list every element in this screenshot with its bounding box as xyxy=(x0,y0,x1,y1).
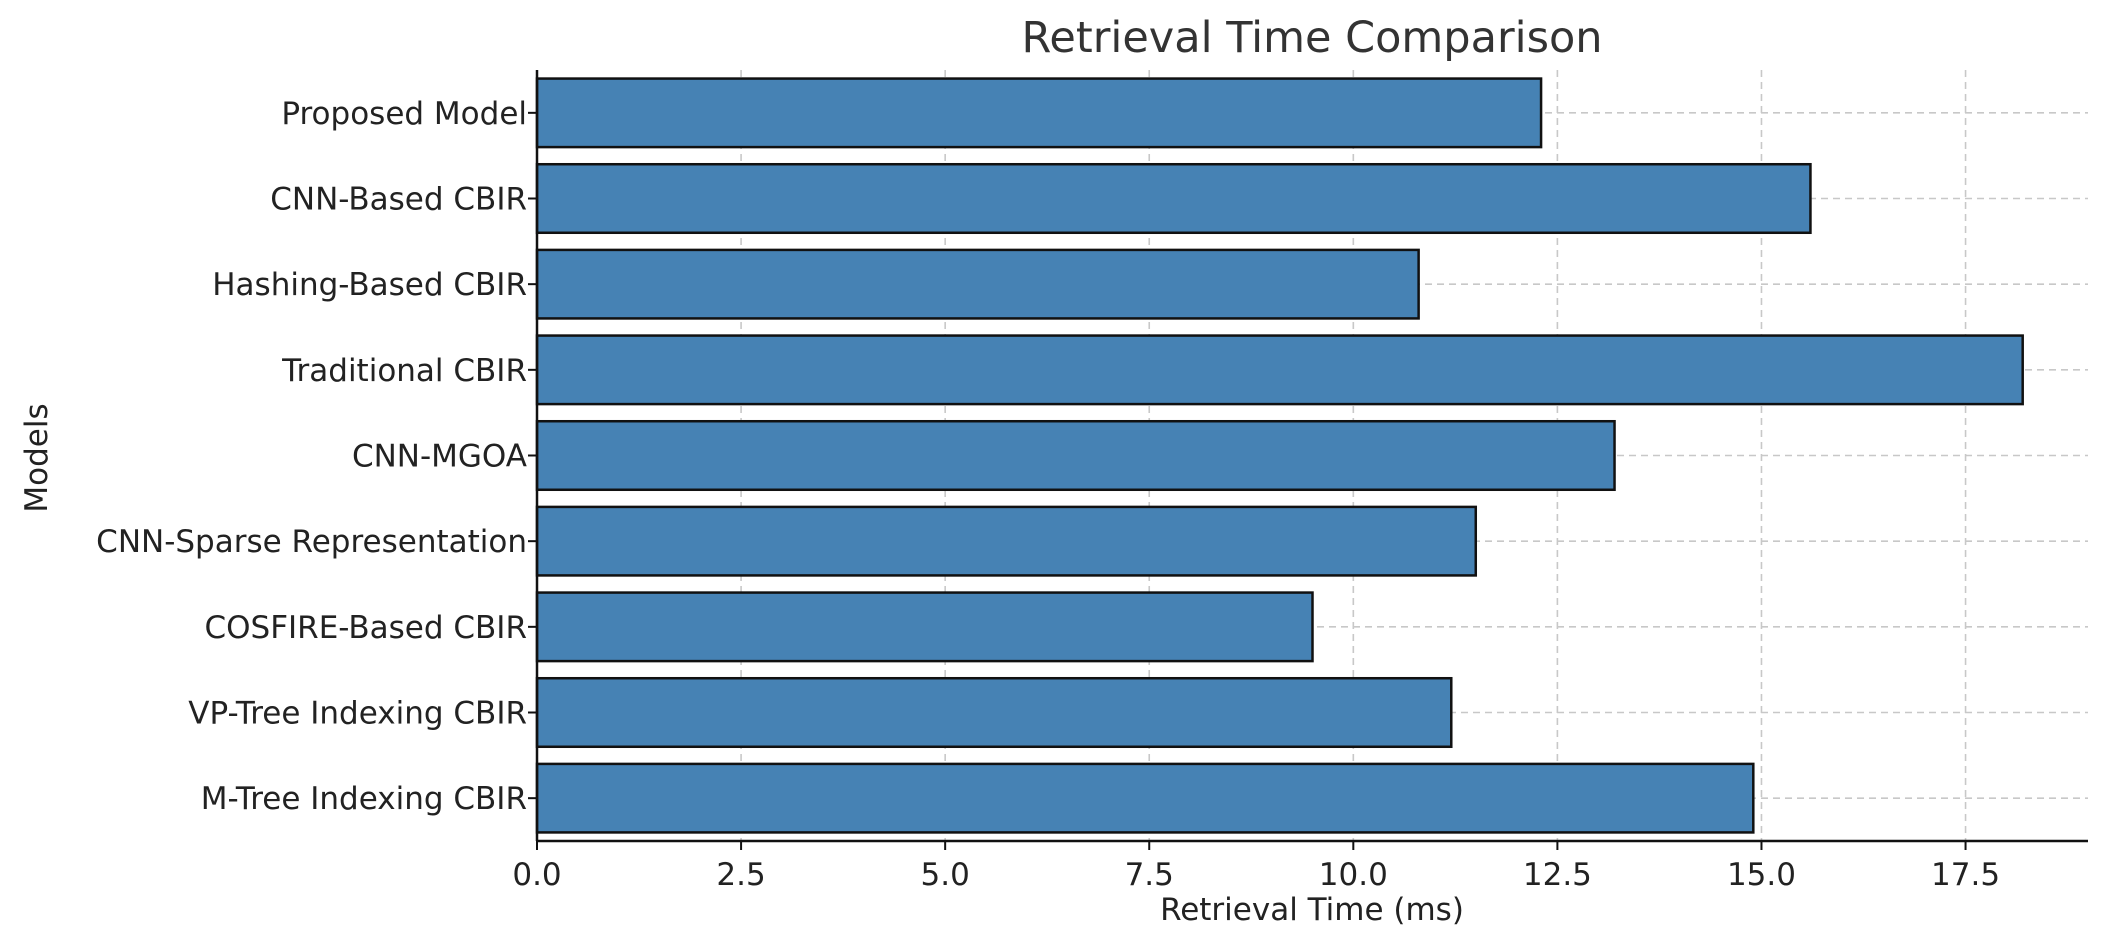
x-tick-label: 12.5 xyxy=(1523,857,1592,893)
x-axis-label: Retrieval Time (ms) xyxy=(1160,892,1464,928)
x-tick-label: 7.5 xyxy=(1125,857,1174,893)
chart-title: Retrieval Time Comparison xyxy=(1021,13,1602,63)
bar xyxy=(535,248,1420,320)
axis-layer: 0.0 2.5 5.0 7.5 10.0 12.5 15.0 17.5 M-Tree Index… xyxy=(96,70,2088,893)
x-tick-label: 5.0 xyxy=(921,857,970,893)
x-tick-label: 17.5 xyxy=(1931,857,2000,893)
y-tick-label: Proposed Model xyxy=(281,96,527,132)
y-tick-label: M-Tree Indexing CBIR xyxy=(201,781,527,817)
x-tick-label: 10.0 xyxy=(1319,857,1388,893)
y-tick-label: CNN-Based CBIR xyxy=(270,182,527,218)
y-tick-label: CNN-Sparse Representation xyxy=(96,524,527,560)
bar xyxy=(535,762,1755,834)
y-tick-label: CNN-MGOA xyxy=(352,439,527,475)
bar xyxy=(535,162,1812,235)
bar xyxy=(535,77,1543,149)
bar xyxy=(535,419,1616,492)
y-tick-label: VP-Tree Indexing CBIR xyxy=(188,696,527,732)
y-tick-label: Hashing-Based CBIR xyxy=(212,267,527,303)
y-axis-label: Models xyxy=(19,403,55,512)
x-tick-label: 0.0 xyxy=(512,857,561,893)
bar xyxy=(535,505,1478,577)
bar xyxy=(535,676,1453,749)
label-layer: Retrieval Time Comparison Retrieval Time… xyxy=(19,13,1603,928)
y-tick-label: Traditional CBIR xyxy=(281,353,527,389)
bar xyxy=(535,334,2024,406)
bar xyxy=(535,591,1314,663)
bar-layer xyxy=(535,77,2024,834)
x-tick-label: 2.5 xyxy=(716,857,765,893)
x-tick-label: 15.0 xyxy=(1727,857,1796,893)
y-tick-label: COSFIRE-Based CBIR xyxy=(204,610,527,646)
